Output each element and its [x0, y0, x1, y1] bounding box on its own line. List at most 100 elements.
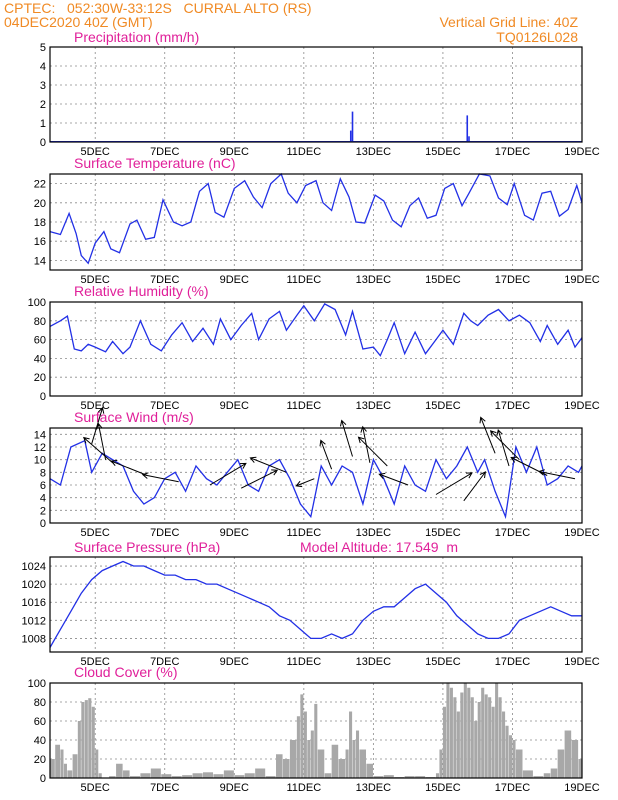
x-tick-label: 17DEC — [495, 527, 531, 539]
cloud-bar — [91, 706, 95, 778]
cloud-bar — [352, 740, 356, 778]
data-line — [49, 172, 583, 265]
wind-arrow — [295, 478, 315, 488]
y-tick-label: 3 — [40, 80, 46, 92]
y-tick-label: 16 — [34, 236, 46, 248]
cloud-bar — [192, 773, 203, 778]
x-tick-label: 5DEC — [81, 782, 110, 794]
cloud-bar — [331, 744, 339, 778]
cloud-bar — [88, 698, 92, 778]
x-tick-label: 7DEC — [150, 400, 179, 412]
cloud-bar — [338, 759, 346, 778]
wind-arrow — [209, 462, 247, 486]
cloud-bar — [578, 759, 582, 778]
y-tick-label: 14 — [34, 429, 46, 441]
panel-title: Cloud Cover (%) — [74, 664, 177, 680]
cloud-bar — [467, 687, 471, 778]
y-tick-label: 40 — [34, 353, 46, 365]
cloud-bar — [470, 697, 474, 778]
cloud-bar — [81, 702, 85, 778]
x-tick-label: 19DEC — [564, 146, 600, 158]
wind-arrow — [319, 439, 333, 470]
x-tick-label: 13DEC — [356, 400, 392, 412]
x-tick-label: 11DEC — [287, 656, 322, 668]
y-tick-label: 2 — [40, 99, 46, 111]
panel-title: Surface Temperature (nC) — [74, 155, 236, 171]
y-tick-label: 0 — [40, 773, 46, 785]
y-tick-label: 20 — [34, 372, 46, 384]
y-tick-label: 1024 — [22, 561, 46, 573]
wind-arrow — [510, 456, 548, 476]
cloud-bar — [182, 775, 193, 778]
y-tick-label: 0 — [40, 391, 46, 403]
cloud-bar — [435, 773, 440, 778]
x-tick-label: 13DEC — [356, 274, 392, 286]
cloud-bar — [244, 773, 255, 778]
cloud-bar — [505, 725, 509, 778]
panel-frame — [49, 301, 583, 397]
x-tick-label: 7DEC — [150, 146, 179, 158]
cloud-bar — [439, 749, 443, 778]
y-tick-label: 2 — [40, 505, 46, 517]
panel-title: Relative Humidity (%) — [74, 283, 209, 299]
cloud-bar — [463, 683, 467, 778]
x-tick-label: 15DEC — [425, 782, 461, 794]
cloud-bar — [84, 700, 88, 778]
cloud-bar — [303, 711, 307, 778]
x-tick-label: 7DEC — [150, 274, 179, 286]
header-vertical-grid: Vertical Grid Line: 40Z — [439, 14, 578, 30]
precipitation-panel: Precipitation (mm/h) 5DEC 7DEC 9DEC 11DEC 13… — [40, 29, 600, 158]
wind-arrow — [435, 472, 473, 495]
cloud-bar — [140, 773, 151, 778]
data-line — [49, 439, 583, 520]
y-tick-label: 22 — [34, 179, 46, 191]
x-tick-label: 11DEC — [287, 782, 322, 794]
wind-arrow — [83, 436, 113, 464]
cloud-bar — [404, 776, 415, 778]
cloud-bar — [63, 763, 67, 778]
temperature-panel: Surface Temperature (nC) 5DEC 7DEC 9DEC 11D… — [34, 155, 600, 286]
y-tick-label: 60 — [34, 335, 46, 347]
header-init-time: 04DEC2020 40Z (GMT) — [4, 14, 153, 30]
cloud-bar — [557, 749, 565, 778]
x-tick-label: 19DEC — [564, 782, 600, 794]
cloud-bar — [129, 776, 141, 778]
cloud-bar — [314, 703, 318, 778]
header-location: CPTEC: 052:30W-33:12S CURRAL ALTO (RS) — [4, 0, 312, 16]
data-line — [49, 560, 582, 648]
y-tick-label: 60 — [34, 716, 46, 728]
x-tick-label: 17DEC — [495, 274, 531, 286]
cloud-bar — [446, 683, 450, 778]
cloud-bar — [349, 711, 353, 778]
wind-panel: Surface Wind (m/s) 5DEC 7DEC 9DEC 11DEC 13DE… — [34, 406, 600, 539]
y-tick-label: 1016 — [22, 597, 46, 609]
cloud-bar — [522, 770, 533, 778]
y-tick-label: 12 — [34, 442, 46, 454]
x-tick-label: 9DEC — [220, 274, 249, 286]
cloud-bar — [550, 768, 558, 778]
y-tick-label: 20 — [34, 198, 46, 210]
cloud-bar — [495, 683, 499, 778]
cloud-bar — [442, 706, 446, 778]
x-tick-label: 15DEC — [425, 656, 461, 668]
y-tick-label: 18 — [34, 217, 46, 229]
y-tick-label: 1020 — [22, 579, 46, 591]
wind-arrow — [91, 406, 105, 444]
wind-arrow — [496, 429, 510, 467]
cloud-bar — [77, 721, 81, 778]
cloud-bar — [116, 763, 123, 778]
x-tick-label: 15DEC — [425, 146, 461, 158]
cloud-bar — [307, 740, 311, 778]
panel-title: Surface Pressure (hPa) — [74, 539, 220, 555]
cloud-bar — [564, 730, 572, 778]
y-tick-label: 0 — [40, 518, 46, 530]
y-tick-label: 100 — [28, 678, 46, 690]
cloud-bar — [449, 687, 453, 778]
x-tick-label: 13DEC — [356, 656, 392, 668]
y-tick-label: 4 — [40, 493, 46, 505]
wind-arrow — [378, 472, 409, 486]
wind-arrow — [249, 456, 287, 473]
y-tick-label: 80 — [34, 316, 46, 328]
x-tick-label: 5DEC — [81, 274, 110, 286]
cloud-bar — [359, 749, 367, 778]
